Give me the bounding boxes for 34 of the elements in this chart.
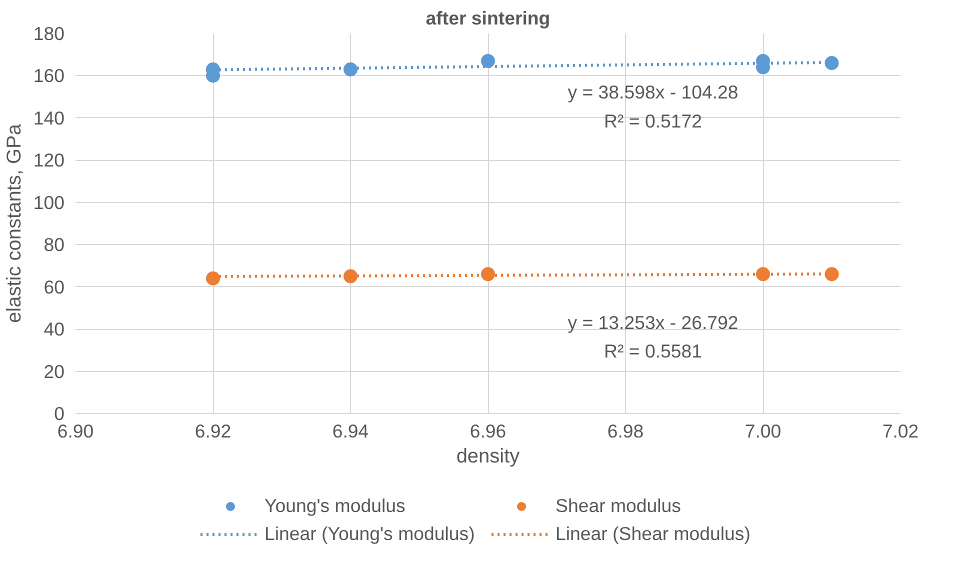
point xyxy=(756,267,770,282)
y-tick-label: 120 xyxy=(33,150,65,171)
annotation: R² = 0.5172 xyxy=(604,110,702,132)
point xyxy=(481,267,495,282)
legend-label: Young's modulus xyxy=(264,495,406,517)
y-tick-label: 140 xyxy=(33,107,65,128)
annotation: y = 38.598x - 104.28 xyxy=(568,82,738,103)
legend-label: Linear (Shear modulus) xyxy=(556,523,752,545)
x-tick-label: 6.94 xyxy=(332,420,369,442)
y-tick-label: 100 xyxy=(33,192,65,213)
y-axis-title: elastic constants, GPa xyxy=(3,123,26,323)
point xyxy=(206,271,220,286)
point xyxy=(344,269,358,284)
x-tick-label: 6.96 xyxy=(470,420,506,442)
y-tick-label: 160 xyxy=(33,65,65,86)
chart-title: after sintering xyxy=(426,8,550,28)
legend-label: Linear (Young's modulus) xyxy=(264,523,476,545)
point xyxy=(824,267,839,282)
point xyxy=(344,62,358,76)
y-tick-label: 80 xyxy=(44,234,65,256)
x-axis-title: density xyxy=(456,446,520,468)
y-tick-label: 60 xyxy=(44,276,65,298)
x-tick-label: 6.92 xyxy=(194,420,232,442)
annotation: R² = 0.5581 xyxy=(604,340,702,362)
annotation: y = 13.253x - 26.792 xyxy=(568,312,738,333)
point xyxy=(481,54,495,68)
y-tick-label: 180 xyxy=(33,23,65,44)
point xyxy=(824,56,839,70)
y-tick-label: 40 xyxy=(44,318,65,340)
legend-label: Shear modulus xyxy=(556,495,682,517)
x-tick-label: 7.02 xyxy=(882,420,919,442)
y-tick-label: 20 xyxy=(44,360,65,382)
x-tick-label: 6.98 xyxy=(607,420,644,442)
x-tick-label: 7.00 xyxy=(744,420,782,442)
